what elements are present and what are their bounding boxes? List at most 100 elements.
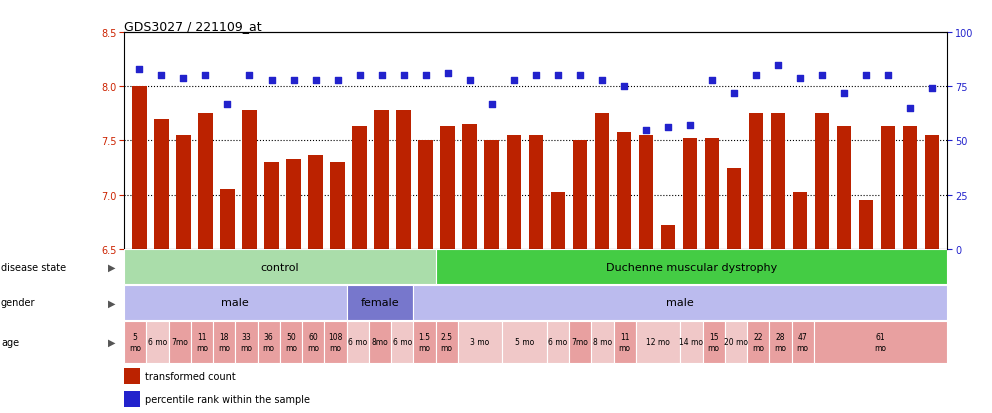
- Bar: [859, 201, 873, 249]
- Text: 28
mo: 28 mo: [775, 332, 787, 352]
- Bar: [397, 111, 411, 249]
- Bar: [258, 321, 280, 363]
- Bar: [572, 141, 587, 249]
- Point: [439, 71, 455, 77]
- Bar: [302, 321, 324, 363]
- Point: [571, 73, 587, 80]
- Bar: [198, 114, 212, 249]
- Bar: [457, 321, 502, 363]
- Point: [351, 73, 367, 80]
- Text: 11
mo: 11 mo: [195, 332, 208, 352]
- Bar: [771, 114, 785, 249]
- Bar: [502, 321, 547, 363]
- Text: disease state: disease state: [1, 262, 66, 272]
- Point: [792, 75, 807, 82]
- Bar: [814, 114, 829, 249]
- Bar: [594, 114, 609, 249]
- Bar: [330, 163, 344, 249]
- Bar: [881, 127, 895, 249]
- Point: [241, 73, 257, 80]
- Bar: [124, 391, 141, 407]
- Bar: [132, 87, 147, 249]
- Point: [132, 66, 148, 73]
- Text: 14 mo: 14 mo: [680, 338, 703, 347]
- Bar: [591, 321, 614, 363]
- Bar: [793, 193, 807, 249]
- Text: Duchenne muscular dystrophy: Duchenne muscular dystrophy: [606, 262, 777, 272]
- Bar: [352, 127, 367, 249]
- Text: 1.5
mo: 1.5 mo: [419, 332, 431, 352]
- Bar: [725, 321, 747, 363]
- Text: 61
mo: 61 mo: [875, 332, 887, 352]
- Bar: [414, 321, 435, 363]
- Text: 47
mo: 47 mo: [797, 332, 808, 352]
- Text: male: male: [667, 298, 694, 308]
- Bar: [309, 155, 322, 249]
- Bar: [235, 321, 258, 363]
- Point: [638, 127, 654, 133]
- Bar: [346, 321, 369, 363]
- Text: 18
mo: 18 mo: [218, 332, 230, 352]
- Text: 20 mo: 20 mo: [724, 338, 748, 347]
- Bar: [681, 321, 702, 363]
- Point: [329, 77, 345, 84]
- Point: [550, 73, 565, 80]
- Text: 6 mo: 6 mo: [393, 338, 412, 347]
- Point: [858, 73, 874, 80]
- Point: [682, 123, 697, 129]
- Bar: [617, 133, 631, 249]
- Bar: [419, 141, 433, 249]
- Bar: [177, 136, 190, 249]
- Bar: [462, 125, 477, 249]
- Bar: [704, 139, 719, 249]
- Text: 8mo: 8mo: [372, 338, 388, 347]
- Bar: [280, 321, 302, 363]
- Bar: [146, 321, 169, 363]
- Point: [506, 77, 522, 84]
- Text: 7mo: 7mo: [172, 338, 188, 347]
- Text: 36
mo: 36 mo: [263, 332, 275, 352]
- Bar: [124, 321, 146, 363]
- Point: [836, 90, 852, 97]
- Point: [748, 73, 764, 80]
- Bar: [264, 163, 279, 249]
- Bar: [190, 321, 213, 363]
- Point: [594, 77, 610, 84]
- Bar: [414, 285, 947, 320]
- Text: 5 mo: 5 mo: [515, 338, 534, 347]
- Point: [660, 125, 676, 131]
- Point: [902, 105, 918, 112]
- Point: [418, 73, 434, 80]
- Bar: [639, 136, 653, 249]
- Point: [880, 73, 896, 80]
- Text: 108
mo: 108 mo: [328, 332, 342, 352]
- Bar: [220, 190, 235, 249]
- Bar: [925, 136, 939, 249]
- Text: percentile rank within the sample: percentile rank within the sample: [145, 394, 310, 404]
- Text: 8 mo: 8 mo: [593, 338, 612, 347]
- Bar: [213, 321, 235, 363]
- Point: [814, 73, 830, 80]
- Bar: [661, 225, 675, 249]
- Text: control: control: [261, 262, 299, 272]
- Point: [264, 77, 280, 84]
- Text: 60
mo: 60 mo: [308, 332, 319, 352]
- Bar: [749, 114, 763, 249]
- Text: male: male: [221, 298, 249, 308]
- Text: 33
mo: 33 mo: [240, 332, 252, 352]
- Text: ▶: ▶: [108, 337, 116, 347]
- Text: gender: gender: [1, 298, 36, 308]
- Text: 15
mo: 15 mo: [707, 332, 720, 352]
- Point: [704, 77, 720, 84]
- Text: 50
mo: 50 mo: [285, 332, 297, 352]
- Point: [924, 86, 939, 93]
- Text: 3 mo: 3 mo: [470, 338, 490, 347]
- Bar: [569, 321, 591, 363]
- Point: [197, 73, 213, 80]
- Point: [770, 62, 786, 69]
- Point: [154, 73, 170, 80]
- Text: female: female: [361, 298, 399, 308]
- Bar: [324, 321, 346, 363]
- Bar: [551, 193, 564, 249]
- Bar: [903, 127, 917, 249]
